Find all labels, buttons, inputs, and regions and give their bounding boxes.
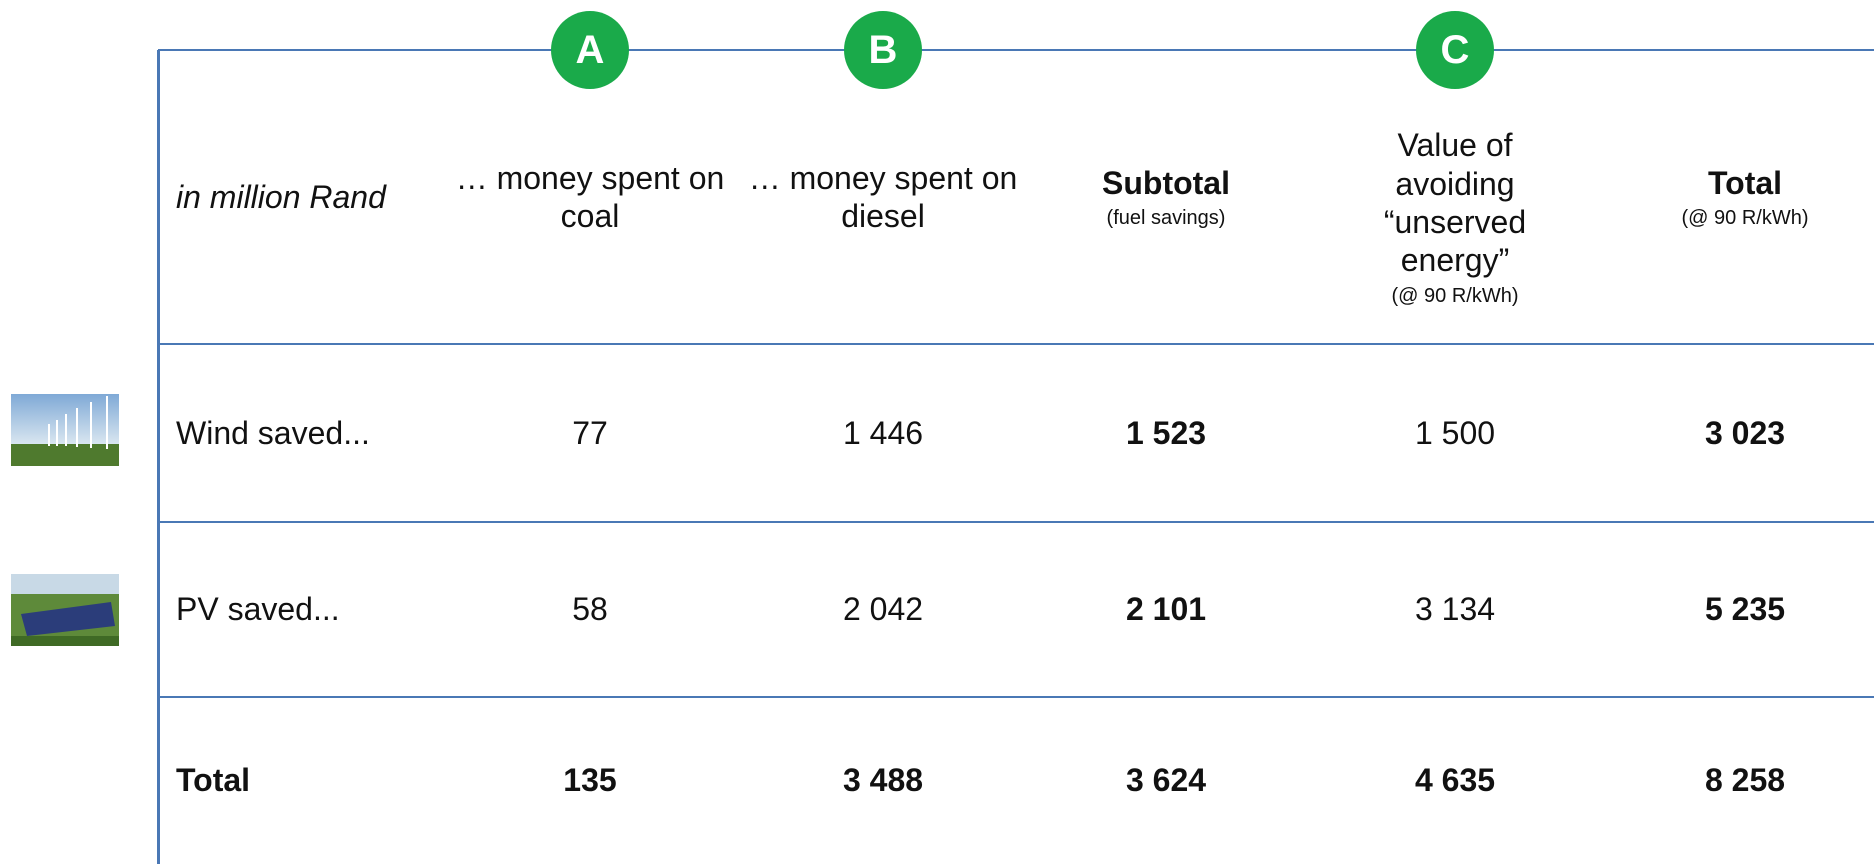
column-note: (fuel savings) (1107, 206, 1226, 230)
column-title: … money spent on coal (455, 159, 725, 236)
row-label: Total (176, 697, 250, 864)
column-header: … money spent on diesel (748, 50, 1018, 344)
cell: 2 101 (1046, 522, 1286, 697)
row-label: Wind saved... (176, 344, 370, 522)
cell: 1 500 (1335, 344, 1575, 522)
column-note: (@ 90 R/kWh) (1392, 284, 1519, 308)
page: A B C in million Rand… money spent on co… (0, 0, 1874, 864)
cell: 3 488 (763, 697, 1003, 864)
cell: 58 (470, 522, 710, 697)
column-header: … money spent on coal (455, 50, 725, 344)
rule (157, 50, 160, 864)
cell: 77 (470, 344, 710, 522)
badge: C (1416, 11, 1494, 89)
cell: 2 042 (763, 522, 1003, 697)
row-label: PV saved... (176, 522, 340, 697)
cell: 135 (470, 697, 710, 864)
rule (158, 696, 1874, 698)
column-title: Subtotal (1102, 164, 1230, 202)
column-title: Total (1708, 164, 1782, 202)
cell: 3 624 (1046, 697, 1286, 864)
column-header: Subtotal (fuel savings) (1051, 50, 1281, 344)
column-title: Value of avoiding “unserved energy” (1370, 126, 1540, 280)
cell: 4 635 (1335, 697, 1575, 864)
cell: 1 446 (763, 344, 1003, 522)
cell: 8 258 (1625, 697, 1865, 864)
cell: 3 023 (1625, 344, 1865, 522)
column-title: … money spent on diesel (748, 159, 1018, 236)
header-label: in million Rand (176, 50, 386, 344)
column-header: Value of avoiding “unserved energy” (@ 90… (1370, 90, 1540, 344)
cell: 1 523 (1046, 344, 1286, 522)
pv-photo (11, 574, 119, 646)
rule (158, 521, 1874, 523)
column-header: Total (@ 90 R/kWh) (1635, 50, 1855, 344)
cell: 5 235 (1625, 522, 1865, 697)
wind-photo (11, 394, 119, 466)
column-note: (@ 90 R/kWh) (1682, 206, 1809, 230)
cell: 3 134 (1335, 522, 1575, 697)
